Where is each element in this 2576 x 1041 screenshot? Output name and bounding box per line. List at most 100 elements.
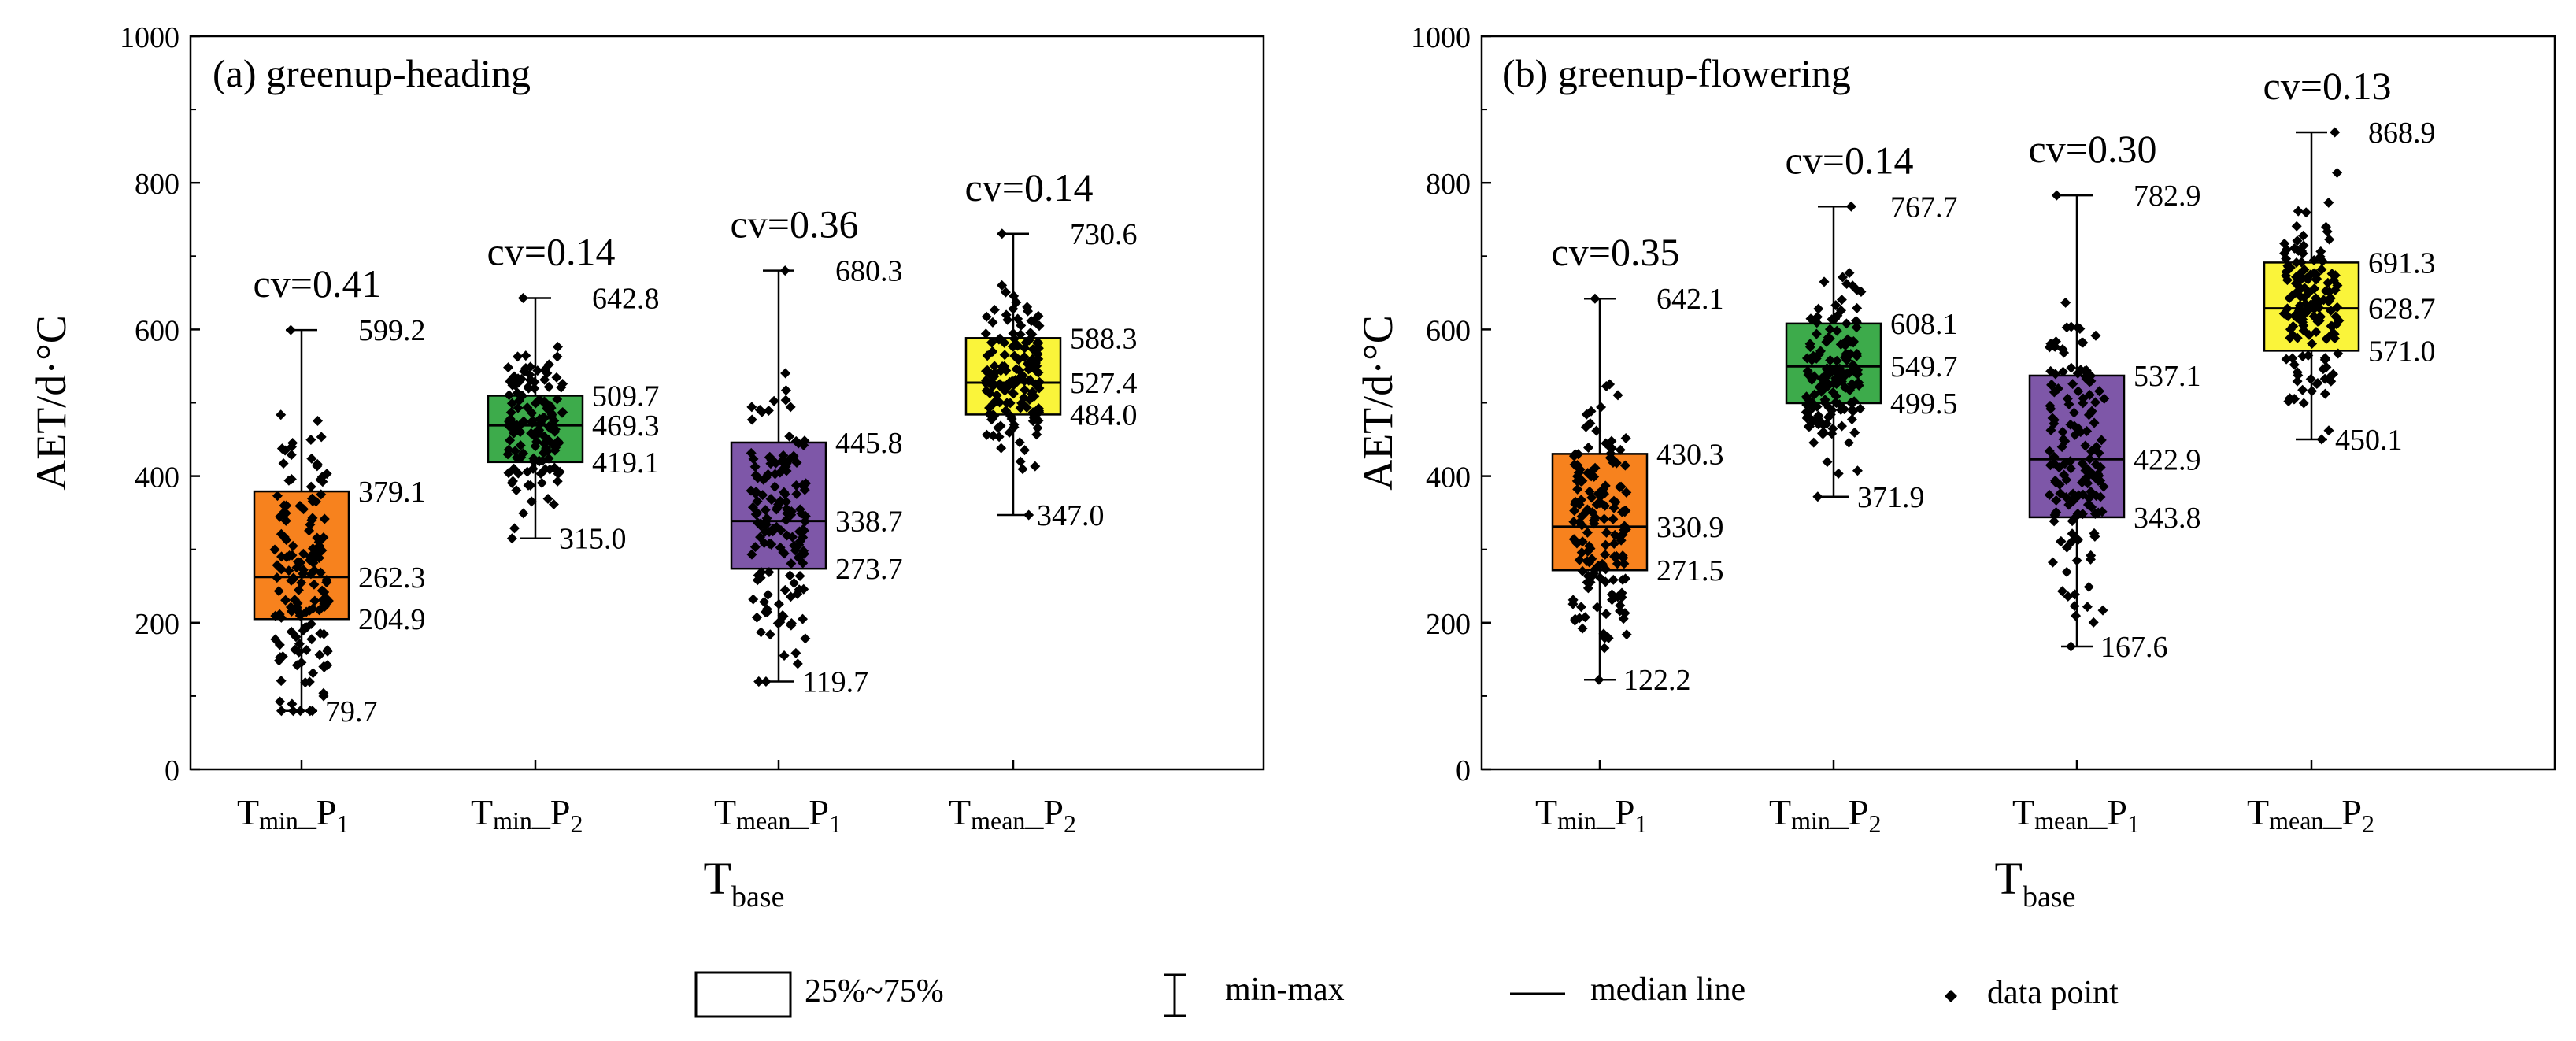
data-point <box>273 586 284 597</box>
data-point <box>1607 595 1618 606</box>
data-point <box>1600 539 1611 550</box>
data-point <box>997 361 1008 372</box>
data-point <box>2044 342 2055 353</box>
data-point <box>511 485 522 496</box>
data-point <box>981 429 992 440</box>
data-point <box>296 577 307 588</box>
median-label: 549.7 <box>1890 350 1958 383</box>
data-point <box>2063 591 2074 602</box>
data-point <box>781 496 792 507</box>
data-point <box>276 409 287 420</box>
max-label: 680.3 <box>835 255 903 288</box>
category-base: T <box>714 792 736 832</box>
data-point <box>2319 354 2330 365</box>
data-point <box>757 406 768 417</box>
data-point <box>1803 369 1814 380</box>
q1-label: 343.8 <box>2134 502 2201 535</box>
max-label: 642.1 <box>1656 283 1724 316</box>
data-point <box>2289 310 2300 321</box>
data-point <box>269 544 280 555</box>
category-idx: 1 <box>1634 809 1647 838</box>
data-point <box>997 228 1008 239</box>
data-point <box>2045 365 2056 376</box>
data-point <box>1827 423 1838 434</box>
data-point <box>2323 425 2334 436</box>
data-point <box>2068 407 2079 418</box>
data-point <box>1837 420 1848 432</box>
category-label: Tmin_P1 <box>237 792 349 838</box>
data-point <box>1002 314 1013 325</box>
data-point <box>509 523 520 534</box>
data-point <box>532 365 543 376</box>
category-idx: 2 <box>1868 809 1881 838</box>
data-point <box>1014 437 1025 448</box>
data-point <box>2098 481 2109 492</box>
data-point <box>752 575 763 586</box>
q1-label: 419.1 <box>592 446 660 480</box>
cv-label: cv=0.14 <box>965 165 1094 209</box>
data-point <box>314 650 325 661</box>
legend-median-label: median line <box>1590 972 1745 1008</box>
data-point <box>543 359 554 370</box>
data-point <box>1621 629 1632 640</box>
q3-label: 588.3 <box>1070 322 1138 355</box>
q3-label: 691.3 <box>2368 246 2436 280</box>
y-tick-label: 400 <box>1426 461 1471 495</box>
data-point <box>2311 269 2322 280</box>
data-point <box>2090 330 2101 341</box>
data-point <box>1030 461 1041 472</box>
data-point <box>756 627 767 638</box>
data-point <box>542 493 553 504</box>
data-point <box>2071 610 2082 621</box>
data-point <box>2311 379 2322 390</box>
data-point <box>278 458 289 469</box>
data-point <box>746 402 757 413</box>
category-rest: _P <box>2322 792 2362 832</box>
cv-label: cv=0.14 <box>1786 138 1914 182</box>
data-point <box>2333 348 2344 359</box>
data-point <box>535 468 546 479</box>
data-point <box>1822 457 1833 468</box>
data-point <box>761 676 772 687</box>
data-point <box>1812 491 1823 502</box>
data-point <box>539 413 550 424</box>
data-point <box>773 598 784 609</box>
data-point <box>552 476 563 487</box>
data-point <box>2282 260 2293 271</box>
data-point <box>789 577 800 588</box>
data-point <box>1852 348 1863 359</box>
data-point <box>1608 502 1619 513</box>
data-point <box>543 453 554 464</box>
data-points <box>980 228 1045 520</box>
data-point <box>309 595 320 606</box>
data-point <box>523 480 534 491</box>
data-point <box>779 265 790 276</box>
category-rest: _P <box>2088 792 2127 832</box>
data-point <box>286 626 297 637</box>
category-sub: mean <box>971 806 1025 835</box>
data-point <box>1852 465 1863 476</box>
data-point <box>2287 353 2298 364</box>
min-label: 79.7 <box>325 695 378 728</box>
data-point <box>1022 302 1033 313</box>
data-point <box>1599 488 1610 499</box>
data-point <box>2281 270 2292 281</box>
data-point <box>2279 238 2290 249</box>
data-point <box>554 466 565 477</box>
data-point <box>1612 390 1623 401</box>
data-point <box>2060 435 2071 446</box>
data-point <box>301 644 312 655</box>
data-point <box>1596 402 1607 413</box>
data-point <box>989 410 1000 421</box>
data-point <box>756 520 767 532</box>
data-point <box>518 508 529 519</box>
data-point <box>792 658 803 669</box>
data-point <box>534 456 545 467</box>
data-point <box>750 470 761 481</box>
data-point <box>1031 361 1042 372</box>
data-point <box>994 379 1005 390</box>
q1-label: 273.7 <box>835 553 903 586</box>
category-base: T <box>471 792 493 832</box>
data-point <box>1608 574 1619 585</box>
data-point <box>1809 389 1820 400</box>
